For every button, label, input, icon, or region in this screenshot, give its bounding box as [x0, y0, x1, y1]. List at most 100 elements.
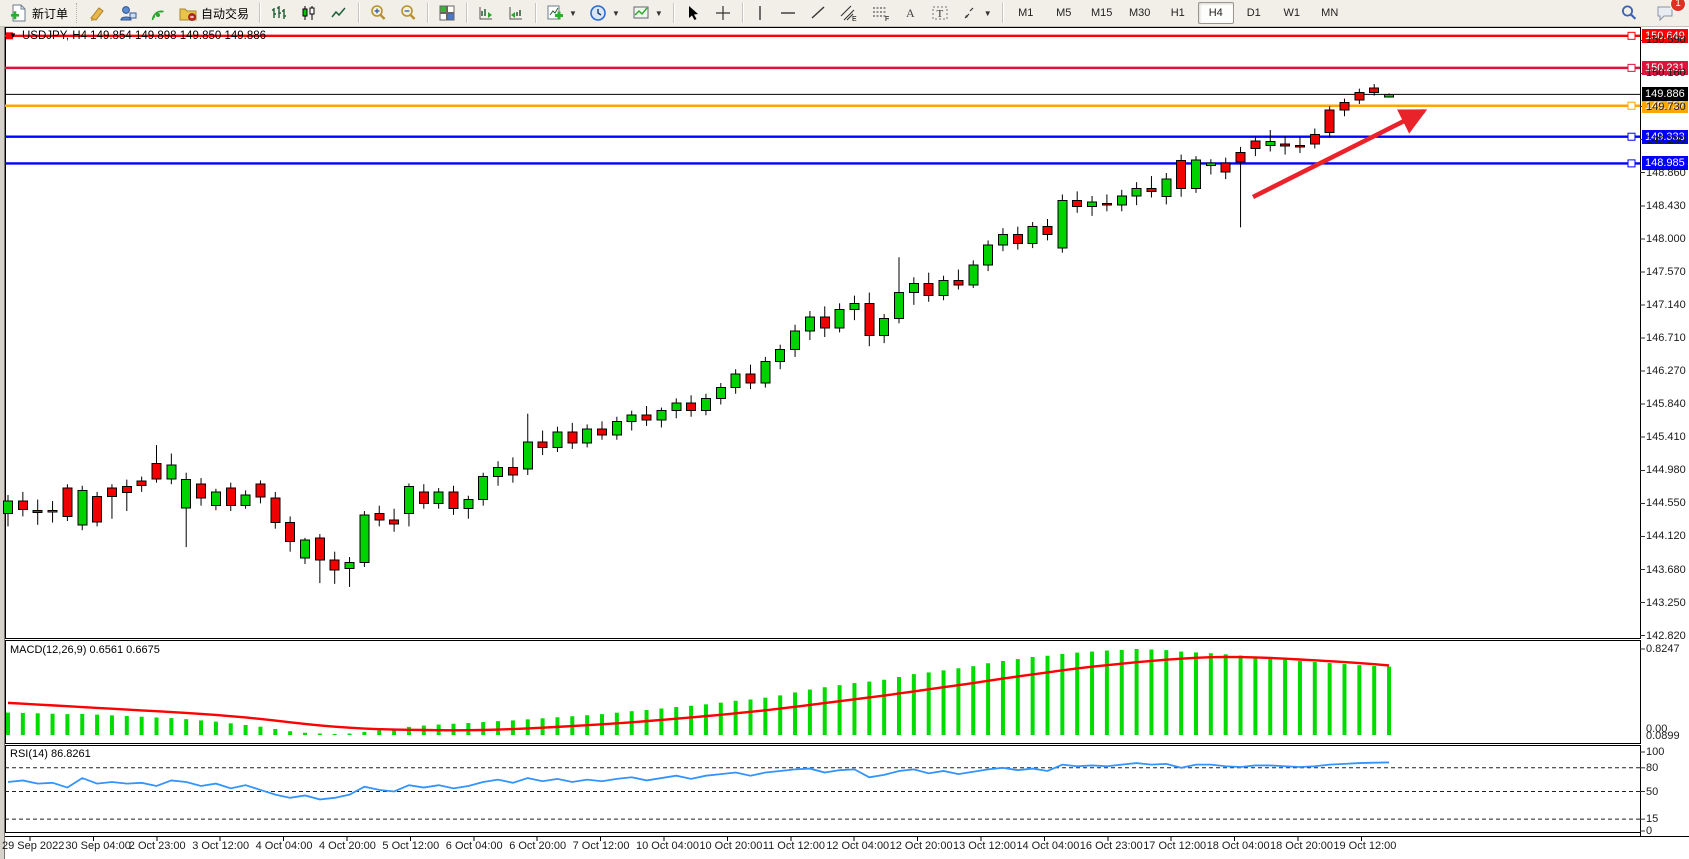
crosshair-tool-button[interactable] — [708, 1, 738, 25]
macd-bar — [481, 722, 486, 735]
price-tick-label: 148.430 — [1646, 199, 1686, 212]
macd-bar — [124, 716, 129, 735]
horizontal-line-icon — [780, 12, 795, 14]
candle-body — [507, 466, 518, 476]
candlestick-mode-button[interactable] — [294, 1, 324, 25]
vertical-line-tool-button[interactable] — [747, 1, 773, 25]
timeframe-m1-button[interactable]: M1 — [1018, 7, 1034, 19]
macd-bar — [332, 733, 337, 735]
candle-body — [1176, 160, 1187, 189]
crayon-icon — [90, 7, 104, 21]
candle-body — [1265, 141, 1276, 146]
candle-body — [493, 466, 504, 478]
bar-chart-mode-button[interactable] — [264, 1, 294, 25]
text-label-tool-button[interactable]: T — [925, 1, 955, 25]
macd-bar — [184, 719, 189, 735]
line-chart-mode-button[interactable] — [324, 1, 354, 25]
time-axis-label: 12 Oct 04:00 — [826, 840, 890, 852]
macd-bar — [154, 717, 159, 735]
zoom-in-button[interactable] — [363, 1, 393, 25]
macd-bar — [65, 714, 70, 735]
market-watch-button[interactable] — [113, 1, 143, 25]
trendline-tool-button[interactable] — [803, 1, 833, 25]
hline-price-label: 150.231 — [1642, 60, 1688, 75]
cursor-icon — [688, 6, 698, 20]
price-tick-label: 144.980 — [1646, 464, 1686, 477]
macd-bar — [1312, 662, 1317, 735]
macd-bar — [1357, 665, 1362, 735]
arrows-tool-button[interactable]: ▼ — [955, 1, 998, 25]
candle-body — [1161, 178, 1172, 198]
macd-bar — [1208, 653, 1213, 735]
timeframe-mn-button[interactable]: MN — [1321, 7, 1339, 19]
cursor-tool-button[interactable] — [678, 1, 708, 25]
zoom-out-button[interactable] — [393, 1, 423, 25]
candle-body — [151, 463, 162, 480]
time-axis-label: 6 Oct 04:00 — [445, 840, 503, 852]
candle-body — [730, 373, 741, 389]
candle-body — [166, 464, 177, 480]
macd-bar — [288, 731, 293, 735]
window-menu-icon[interactable]: ▼ — [9, 31, 17, 40]
search-button[interactable] — [1614, 1, 1644, 25]
periods-button[interactable]: ▼ — [583, 1, 626, 25]
candle-body — [106, 487, 117, 497]
candle-body — [403, 486, 414, 514]
timeframe-m15-button[interactable]: M15 — [1091, 7, 1113, 19]
candle-body — [1027, 226, 1038, 245]
timeframe-d1-button[interactable]: D1 — [1246, 7, 1261, 19]
candle-body — [626, 414, 637, 422]
new-chart-icon — [547, 5, 564, 20]
macd-bar — [1297, 660, 1302, 735]
chart-shift-button[interactable] — [471, 1, 501, 25]
candle-body — [790, 330, 801, 350]
fibonacci-tool-button[interactable]: F — [865, 1, 897, 25]
rsi-axis-label: 80 — [1646, 761, 1659, 774]
new-chart-button[interactable]: ▼ — [540, 1, 583, 25]
auto-trading-button[interactable]: 自动交易 — [173, 1, 255, 25]
signals-button[interactable] — [143, 1, 173, 25]
macd-bar — [377, 730, 382, 735]
horizontal-line-tool-button[interactable] — [773, 1, 803, 25]
price-tick-label: 149.730 — [1646, 100, 1686, 113]
macd-bar — [941, 670, 946, 735]
templates-button[interactable]: ▼ — [626, 1, 669, 25]
svg-text:E: E — [852, 16, 857, 22]
trendline-icon — [811, 6, 825, 19]
time-axis-label: 10 Oct 04:00 — [636, 840, 699, 852]
timeframe-w1-button[interactable]: W1 — [1283, 7, 1300, 19]
tile-windows-button[interactable] — [432, 1, 462, 25]
macd-bar — [897, 677, 901, 735]
macd-bar — [243, 724, 248, 735]
candle-body — [1042, 226, 1053, 235]
chart-symbol-title: USDJPY, H4 149.854 149.898 149.850 149.8… — [22, 30, 267, 42]
auto-scroll-button[interactable] — [501, 1, 531, 25]
timeframe-m30-button[interactable]: M30 — [1129, 7, 1151, 19]
notifications-button[interactable]: 1 — [1650, 0, 1686, 25]
svg-text:A: A — [906, 6, 915, 20]
time-axis-label: 12 Oct 20:00 — [889, 840, 953, 852]
candle-body — [983, 244, 994, 266]
candle-body — [359, 514, 370, 563]
candle-body — [1369, 87, 1380, 93]
macd-bar — [1000, 660, 1005, 735]
macd-bar — [882, 679, 887, 735]
timeframe-h1-button[interactable]: H1 — [1170, 7, 1185, 19]
macd-bar — [362, 731, 367, 735]
macd-bar — [20, 712, 25, 735]
macd-bar — [139, 716, 144, 735]
signal-icon — [151, 10, 164, 21]
timeframe-m5-button[interactable]: M5 — [1056, 7, 1072, 19]
hline-price-label: 150.649 — [1642, 28, 1688, 43]
candle-body — [834, 308, 845, 329]
equidistant-channel-tool-button[interactable]: E — [833, 1, 865, 25]
highlighter-button[interactable] — [83, 1, 113, 25]
candle-body — [225, 487, 236, 507]
timeframe-h4-button[interactable]: H4 — [1197, 2, 1234, 24]
text-tool-button[interactable]: A — [897, 1, 925, 25]
rsi-axis-label: 50 — [1646, 785, 1659, 798]
candle-body — [389, 519, 400, 525]
new-order-button[interactable]: 新订单 — [4, 1, 74, 25]
